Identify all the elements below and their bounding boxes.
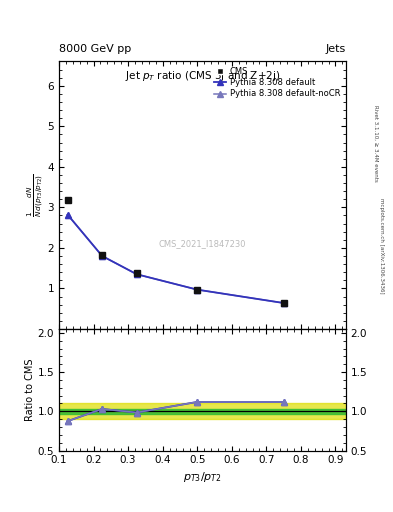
Pythia 8.308 default-noCR <box>134 271 139 278</box>
Text: Rivet 3.1.10, ≥ 3.4M events: Rivet 3.1.10, ≥ 3.4M events <box>373 105 378 182</box>
Pythia 8.308 default <box>134 271 139 278</box>
Text: mcplots.cern.ch [arXiv:1306.3436]: mcplots.cern.ch [arXiv:1306.3436] <box>380 198 384 293</box>
Text: CMS_2021_I1847230: CMS_2021_I1847230 <box>159 239 246 248</box>
X-axis label: $p_{T3}/p_{T2}$: $p_{T3}/p_{T2}$ <box>183 470 222 484</box>
Pythia 8.308 default <box>195 287 200 293</box>
Text: Jet $p_T$ ratio (CMS 3j and Z+2j): Jet $p_T$ ratio (CMS 3j and Z+2j) <box>125 70 280 83</box>
Y-axis label: Ratio to CMS: Ratio to CMS <box>25 358 35 421</box>
Y-axis label: $\frac{1}{N}\frac{dN}{d(p_{T3}/p_{T2})}$: $\frac{1}{N}\frac{dN}{d(p_{T3}/p_{T2})}$ <box>26 173 46 217</box>
Bar <box>59 409 346 414</box>
Pythia 8.308 default <box>100 253 105 259</box>
Line: Pythia 8.308 default: Pythia 8.308 default <box>64 211 287 306</box>
Pythia 8.308 default-noCR <box>195 287 200 293</box>
Line: Pythia 8.308 default-noCR: Pythia 8.308 default-noCR <box>64 211 287 306</box>
Legend: CMS, Pythia 8.308 default, Pythia 8.308 default-noCR: CMS, Pythia 8.308 default, Pythia 8.308 … <box>212 66 342 100</box>
Text: Jets: Jets <box>325 44 346 54</box>
Bar <box>59 403 346 419</box>
Pythia 8.308 default <box>65 211 70 218</box>
Pythia 8.308 default-noCR <box>65 211 70 218</box>
Pythia 8.308 default-noCR <box>100 253 105 259</box>
Text: 8000 GeV pp: 8000 GeV pp <box>59 44 131 54</box>
Pythia 8.308 default-noCR <box>281 300 286 306</box>
Pythia 8.308 default <box>281 300 286 306</box>
